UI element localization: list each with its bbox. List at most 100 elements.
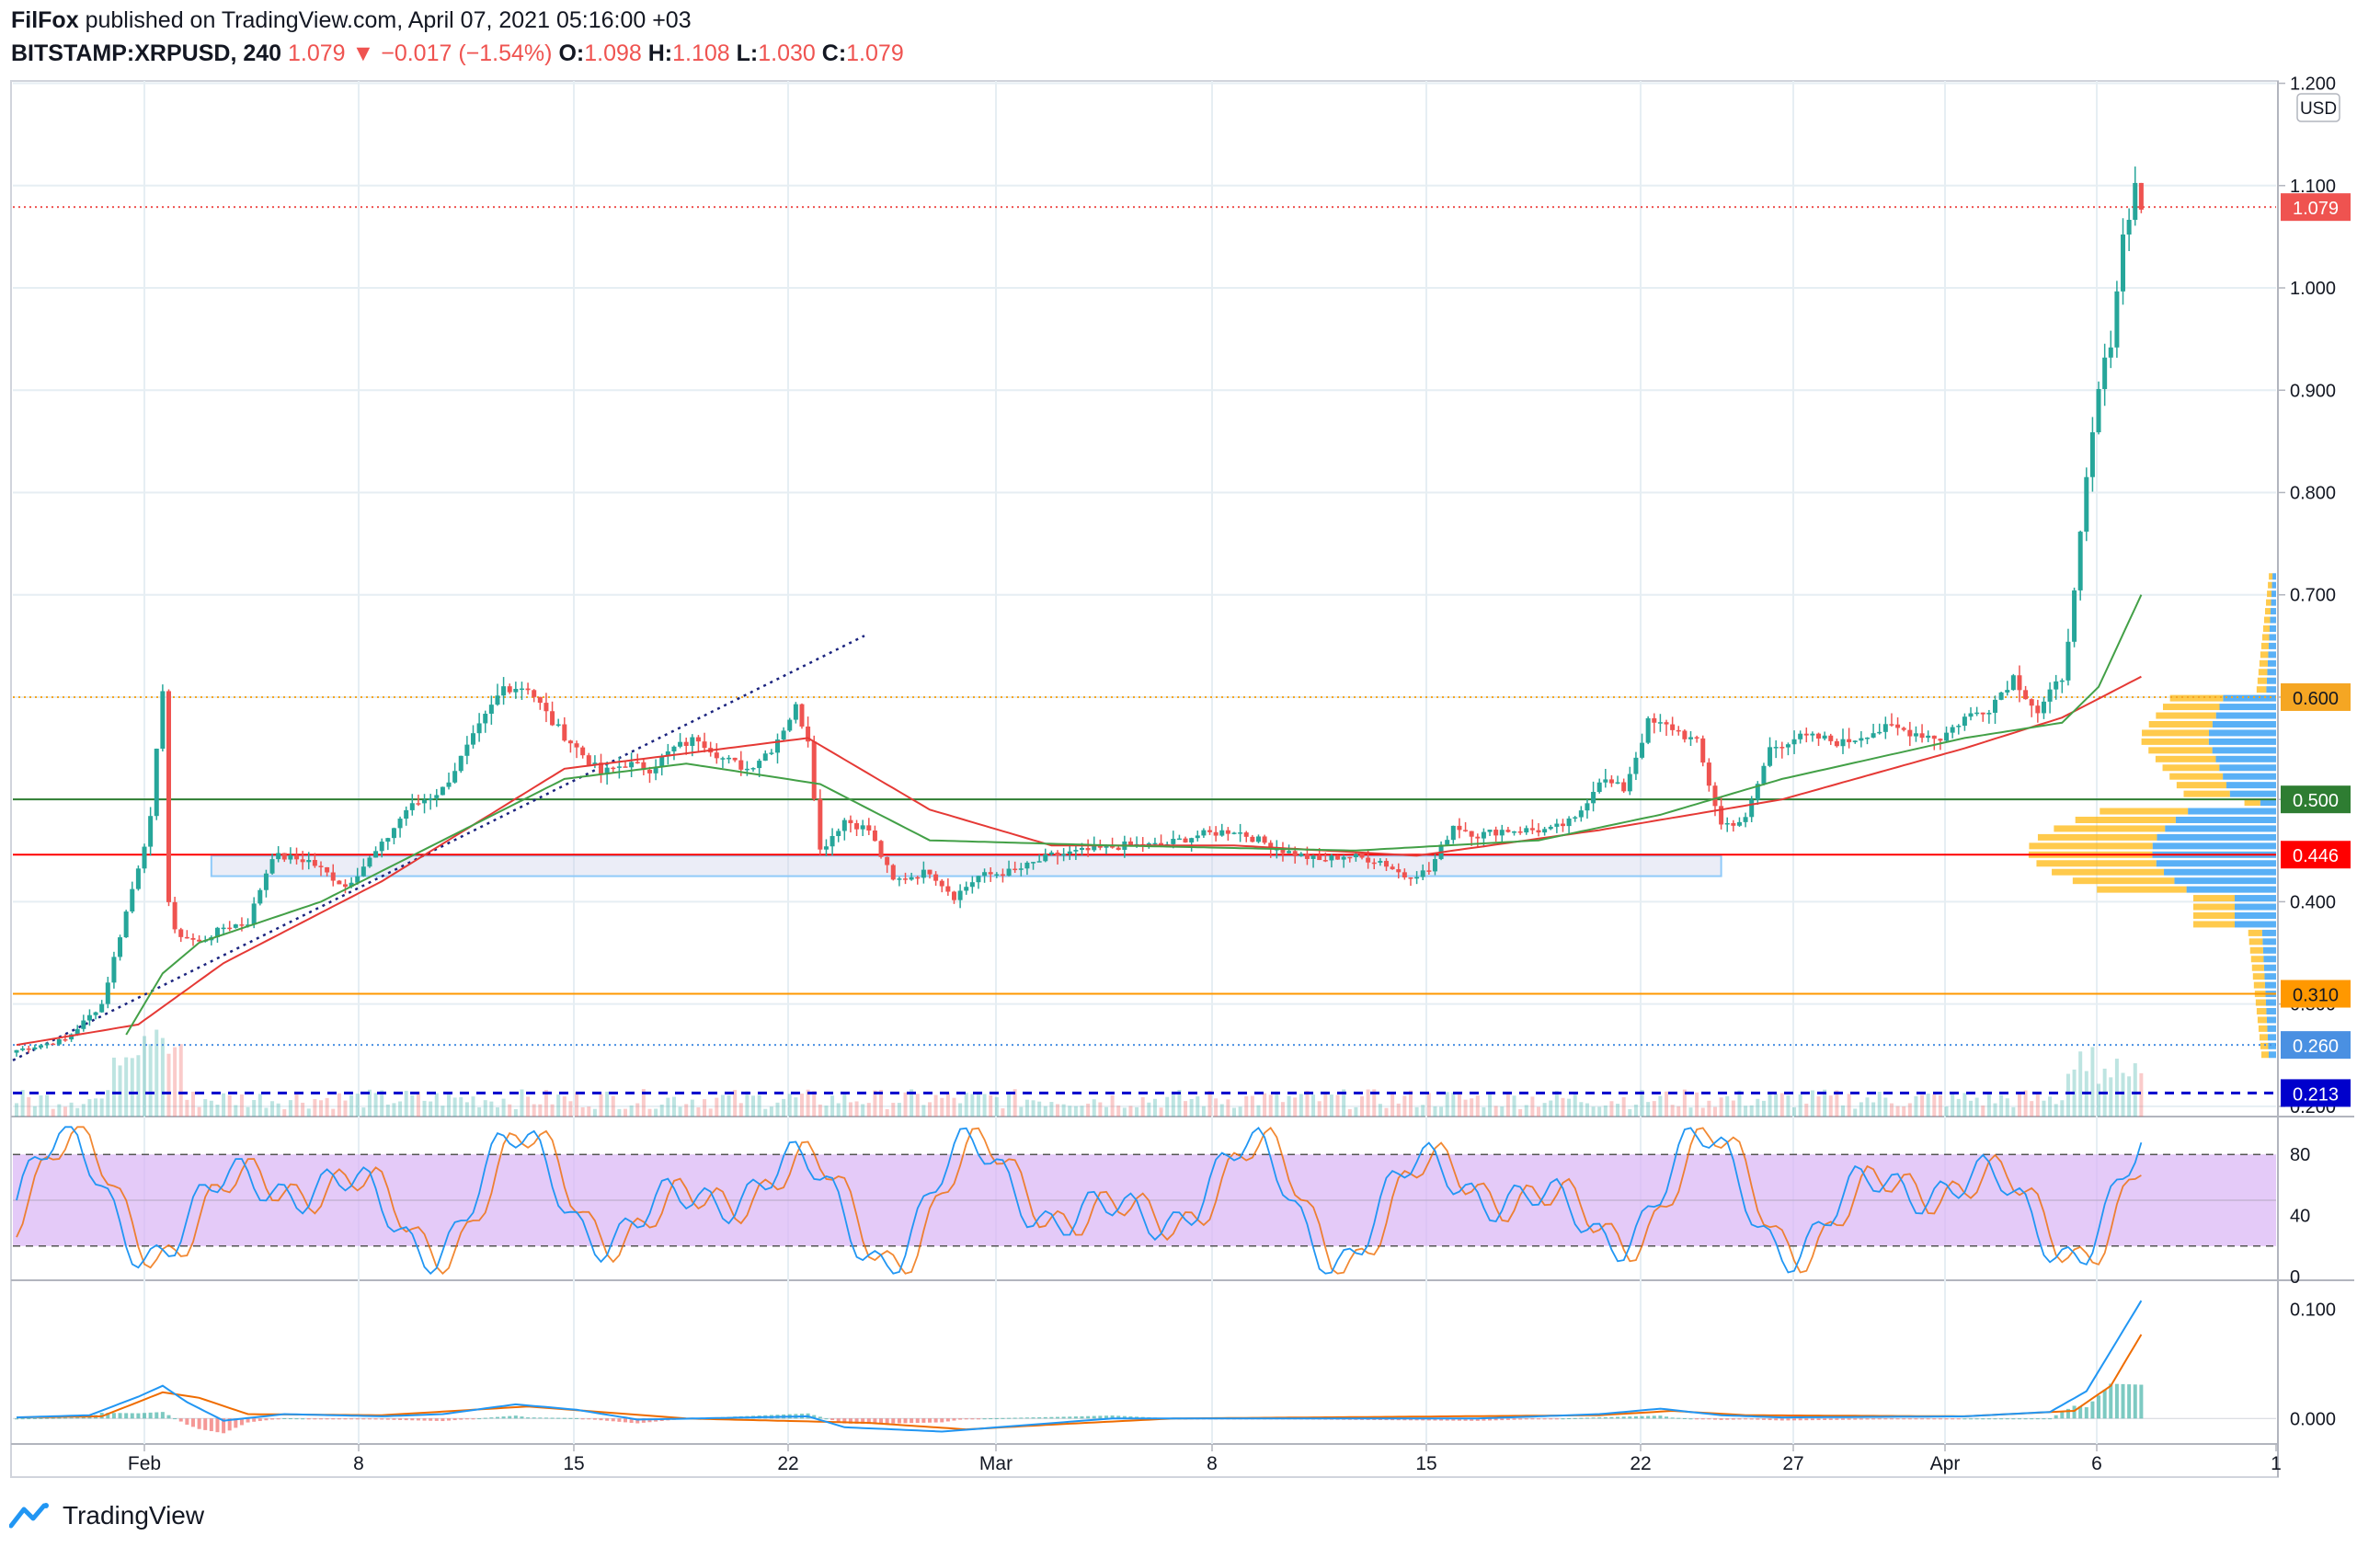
- macd-histogram-bar: [1031, 1417, 1036, 1419]
- candle-body: [391, 828, 396, 839]
- macd-histogram-bar: [75, 1417, 80, 1419]
- candle-body: [2065, 641, 2071, 681]
- volume-bar: [1712, 1106, 1717, 1117]
- candle-body: [1719, 806, 1724, 825]
- volume-bar: [306, 1108, 311, 1117]
- macd-histogram-bar: [301, 1418, 305, 1420]
- volume-profile-row-up: [2270, 616, 2276, 624]
- time-tick-label: 22: [777, 1453, 798, 1474]
- publisher-name[interactable]: FilFox: [11, 7, 79, 33]
- macd-histogram-bar: [2060, 1412, 2065, 1419]
- macd-histogram-bar: [1104, 1415, 1108, 1419]
- candle-body: [775, 739, 780, 753]
- candle-body: [1938, 739, 1943, 741]
- volume-bar: [1140, 1097, 1145, 1117]
- candle-body: [1664, 722, 1669, 725]
- volume-profile-row-up: [2265, 999, 2276, 1006]
- macd-histogram-bar: [1024, 1417, 1029, 1419]
- candle-body: [964, 887, 969, 891]
- candle-body: [1828, 735, 1834, 741]
- volume-bar: [1823, 1089, 1827, 1117]
- macd-histogram-bar: [854, 1418, 859, 1424]
- volume-bar: [27, 1096, 31, 1117]
- ascending-trendline[interactable]: [12, 635, 865, 1061]
- volume-bar: [1682, 1089, 1687, 1117]
- macd-histogram-bar: [477, 1418, 482, 1420]
- macd-histogram-bar: [1616, 1416, 1620, 1419]
- volume-bar: [1426, 1093, 1431, 1117]
- volume-bar: [587, 1106, 591, 1117]
- currency-badge[interactable]: USD: [2296, 93, 2340, 122]
- candle-body: [1956, 726, 1962, 728]
- volume-profile-row-up: [2156, 860, 2276, 867]
- candle-body: [227, 927, 233, 930]
- macd-histogram-bar: [154, 1412, 159, 1419]
- macd-histogram-bar: [1682, 1417, 1687, 1419]
- chart-frame: [10, 80, 2279, 1478]
- macd-histogram-bar: [429, 1418, 433, 1421]
- volume-profile: [2028, 573, 2276, 1059]
- volume-bar: [2005, 1098, 2009, 1117]
- candle-body: [945, 886, 951, 892]
- volume-bar: [1895, 1106, 1900, 1117]
- candle-body: [1974, 712, 1980, 715]
- candle-body: [1980, 712, 1985, 715]
- volume-bar: [1640, 1090, 1644, 1117]
- candle-body: [1159, 842, 1164, 846]
- macd-histogram-bar: [1756, 1418, 1760, 1420]
- macd-histogram-bar: [945, 1418, 950, 1422]
- macd-histogram-bar: [1871, 1418, 1876, 1420]
- candle-body: [623, 766, 628, 768]
- volume-bar: [1475, 1095, 1480, 1117]
- volume-profile-row-up: [2235, 911, 2276, 919]
- level-label: 0.260: [2293, 1037, 2339, 1057]
- candle-body: [63, 1038, 68, 1041]
- volume-bar: [1986, 1092, 1991, 1117]
- stochastic-tick-label: 0: [2290, 1267, 2300, 1288]
- volume-bar: [1232, 1107, 1236, 1117]
- candle-body: [1255, 836, 1261, 842]
- macd-histogram-bar: [1116, 1415, 1121, 1419]
- macd-histogram-bar: [1993, 1418, 1997, 1420]
- macd-histogram-bar: [1646, 1415, 1651, 1419]
- candle-body: [915, 877, 921, 879]
- candle-body: [1768, 747, 1773, 766]
- volume-bar: [508, 1104, 512, 1117]
- volume-bar: [1621, 1096, 1626, 1117]
- macd-histogram-bar: [2102, 1389, 2107, 1419]
- volume-bar: [861, 1104, 865, 1117]
- macd-histogram-bar: [197, 1418, 201, 1429]
- candle-body: [580, 747, 586, 756]
- consolidation-range-box[interactable]: [210, 854, 1722, 877]
- time-axis[interactable]: Feb 8 15 22 Mar 8 15 22 27 Apr 6 1: [128, 1444, 2282, 1474]
- volume-profile-row-up: [2266, 1016, 2276, 1024]
- candle-body: [1736, 821, 1742, 826]
- macd-histogram-bar: [592, 1418, 597, 1420]
- time-tick-label: Feb: [128, 1453, 161, 1474]
- volume-bar: [1969, 1100, 1974, 1117]
- volume-bars: [15, 1029, 2144, 1117]
- volume-bar: [355, 1094, 360, 1117]
- macd-histogram-bar: [1798, 1418, 1802, 1421]
- volume-bar: [489, 1101, 494, 1117]
- candle-body: [2010, 675, 2016, 691]
- volume-profile-row-up: [2264, 981, 2276, 989]
- price-axis[interactable]: 1.200 1.100 1.000 0.900 0.800 0.700 0.600 0.500…: [2278, 74, 2336, 1117]
- macd-histogram-bar: [617, 1418, 622, 1422]
- open-label: O:: [558, 40, 585, 66]
- volume-profile-row-up: [2208, 738, 2276, 745]
- level-label-box: [2281, 1079, 2351, 1107]
- volume-bar: [2023, 1090, 2028, 1117]
- volume-bar: [1768, 1093, 1772, 1117]
- volume-bar: [1433, 1106, 1437, 1117]
- candle-body: [44, 1043, 50, 1046]
- candle-body: [1013, 868, 1018, 871]
- tradingview-footer[interactable]: TradingView: [9, 1497, 204, 1534]
- macd-histogram-bar: [2030, 1418, 2034, 1420]
- volume-profile-row-down: [2250, 956, 2264, 963]
- candle-body: [38, 1045, 43, 1048]
- volume-bar: [1744, 1106, 1748, 1117]
- macd-histogram-bar: [824, 1418, 829, 1420]
- volume-bar: [1518, 1108, 1523, 1117]
